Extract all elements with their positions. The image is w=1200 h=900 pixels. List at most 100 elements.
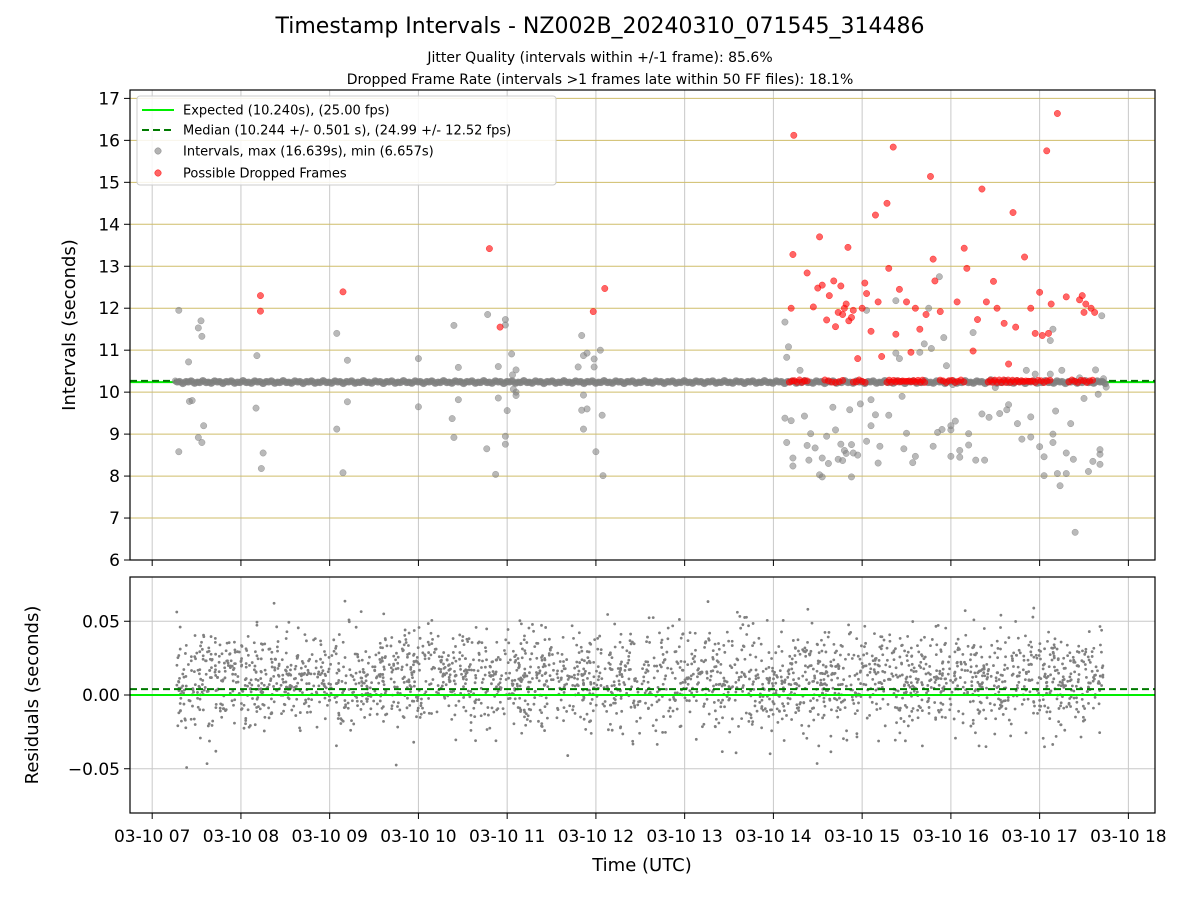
residual-point bbox=[1047, 630, 1050, 634]
residual-point bbox=[584, 669, 587, 673]
residual-point bbox=[441, 680, 445, 684]
residual-point bbox=[994, 676, 998, 680]
residual-point bbox=[188, 699, 192, 703]
interval-point bbox=[807, 430, 815, 438]
residual-point bbox=[868, 662, 871, 666]
dropped-frame-point bbox=[837, 282, 845, 290]
residual-point bbox=[961, 721, 965, 725]
residual-point bbox=[1090, 655, 1094, 658]
residual-point bbox=[994, 717, 998, 721]
residual-point bbox=[224, 708, 228, 712]
residual-point bbox=[360, 684, 364, 688]
residual-point bbox=[980, 655, 984, 659]
intervals-ytick-label: 8 bbox=[109, 467, 120, 487]
residual-point bbox=[872, 668, 876, 672]
residual-point bbox=[812, 718, 816, 722]
interval-point bbox=[580, 425, 587, 433]
residual-point bbox=[856, 709, 859, 713]
residual-point bbox=[794, 660, 798, 664]
time-xtick-label: 03-10 11 bbox=[469, 827, 545, 847]
residual-point bbox=[668, 715, 672, 718]
residual-point bbox=[737, 724, 740, 728]
residual-point bbox=[301, 691, 304, 695]
residual-point bbox=[644, 671, 648, 675]
residual-point bbox=[800, 724, 804, 727]
intervals-ytick-label: 7 bbox=[109, 509, 120, 529]
residual-point bbox=[404, 638, 408, 641]
residual-point bbox=[633, 704, 636, 707]
residual-point bbox=[320, 682, 324, 685]
interval-point bbox=[916, 348, 924, 356]
residual-point bbox=[774, 651, 778, 655]
residual-point bbox=[462, 643, 466, 647]
residual-point bbox=[939, 701, 943, 705]
residual-point bbox=[652, 676, 656, 680]
residual-point bbox=[432, 651, 436, 654]
residual-point bbox=[314, 666, 318, 670]
residual-point bbox=[898, 655, 902, 659]
residual-point bbox=[925, 691, 928, 695]
residual-point bbox=[454, 645, 457, 648]
residual-point bbox=[1051, 680, 1055, 684]
residual-point bbox=[874, 672, 878, 676]
residual-point bbox=[488, 664, 492, 668]
residual-point bbox=[344, 703, 348, 707]
residual-point bbox=[646, 660, 650, 664]
residual-point bbox=[346, 706, 350, 710]
residual-point bbox=[406, 696, 409, 700]
residual-point bbox=[314, 659, 318, 663]
residual-point bbox=[627, 658, 631, 662]
residual-point bbox=[754, 677, 758, 681]
interval-point bbox=[492, 470, 500, 478]
residual-point bbox=[295, 656, 299, 660]
residual-point bbox=[429, 653, 433, 657]
residual-point bbox=[808, 709, 812, 713]
residual-point bbox=[418, 668, 421, 672]
residual-point bbox=[392, 654, 396, 658]
residual-point bbox=[208, 669, 211, 672]
residual-point bbox=[926, 689, 930, 693]
residual-point bbox=[882, 638, 886, 642]
residual-point bbox=[321, 661, 325, 665]
residual-point bbox=[859, 669, 863, 673]
residual-point bbox=[753, 704, 757, 708]
residual-point bbox=[816, 662, 820, 665]
interval-point bbox=[194, 324, 202, 332]
residual-point bbox=[335, 744, 338, 748]
residual-point bbox=[361, 681, 365, 685]
residual-point bbox=[790, 657, 794, 661]
intervals-ytick-label: 16 bbox=[98, 131, 120, 151]
dropped-frame-point bbox=[830, 277, 838, 285]
residual-point bbox=[883, 670, 887, 674]
residual-point bbox=[305, 673, 309, 677]
dropped-frame-point bbox=[823, 316, 831, 324]
residual-point bbox=[909, 668, 913, 672]
residual-point bbox=[888, 639, 892, 643]
residual-point bbox=[752, 687, 756, 691]
interval-point bbox=[450, 321, 458, 329]
residual-point bbox=[728, 697, 731, 700]
residual-point bbox=[304, 698, 308, 702]
residual-point bbox=[546, 685, 550, 689]
residual-point bbox=[543, 657, 547, 660]
dropped-frame-point bbox=[818, 281, 826, 289]
interval-point bbox=[818, 473, 826, 481]
residual-point bbox=[747, 719, 751, 723]
residual-point bbox=[631, 640, 634, 644]
dropped-frame-point bbox=[1091, 308, 1099, 316]
residual-point bbox=[961, 685, 965, 689]
residual-point bbox=[285, 630, 289, 634]
residual-point bbox=[708, 678, 712, 682]
residual-point bbox=[715, 653, 719, 656]
residual-point bbox=[753, 699, 757, 703]
residual-point bbox=[263, 668, 267, 672]
residual-point bbox=[261, 642, 264, 646]
residual-point bbox=[1043, 745, 1046, 749]
interval-point bbox=[483, 445, 491, 453]
residual-point bbox=[757, 636, 761, 640]
residual-point bbox=[310, 698, 314, 702]
residual-point bbox=[1012, 651, 1016, 655]
residual-point bbox=[993, 732, 997, 736]
interval-point bbox=[175, 448, 183, 456]
residual-point bbox=[380, 706, 384, 710]
